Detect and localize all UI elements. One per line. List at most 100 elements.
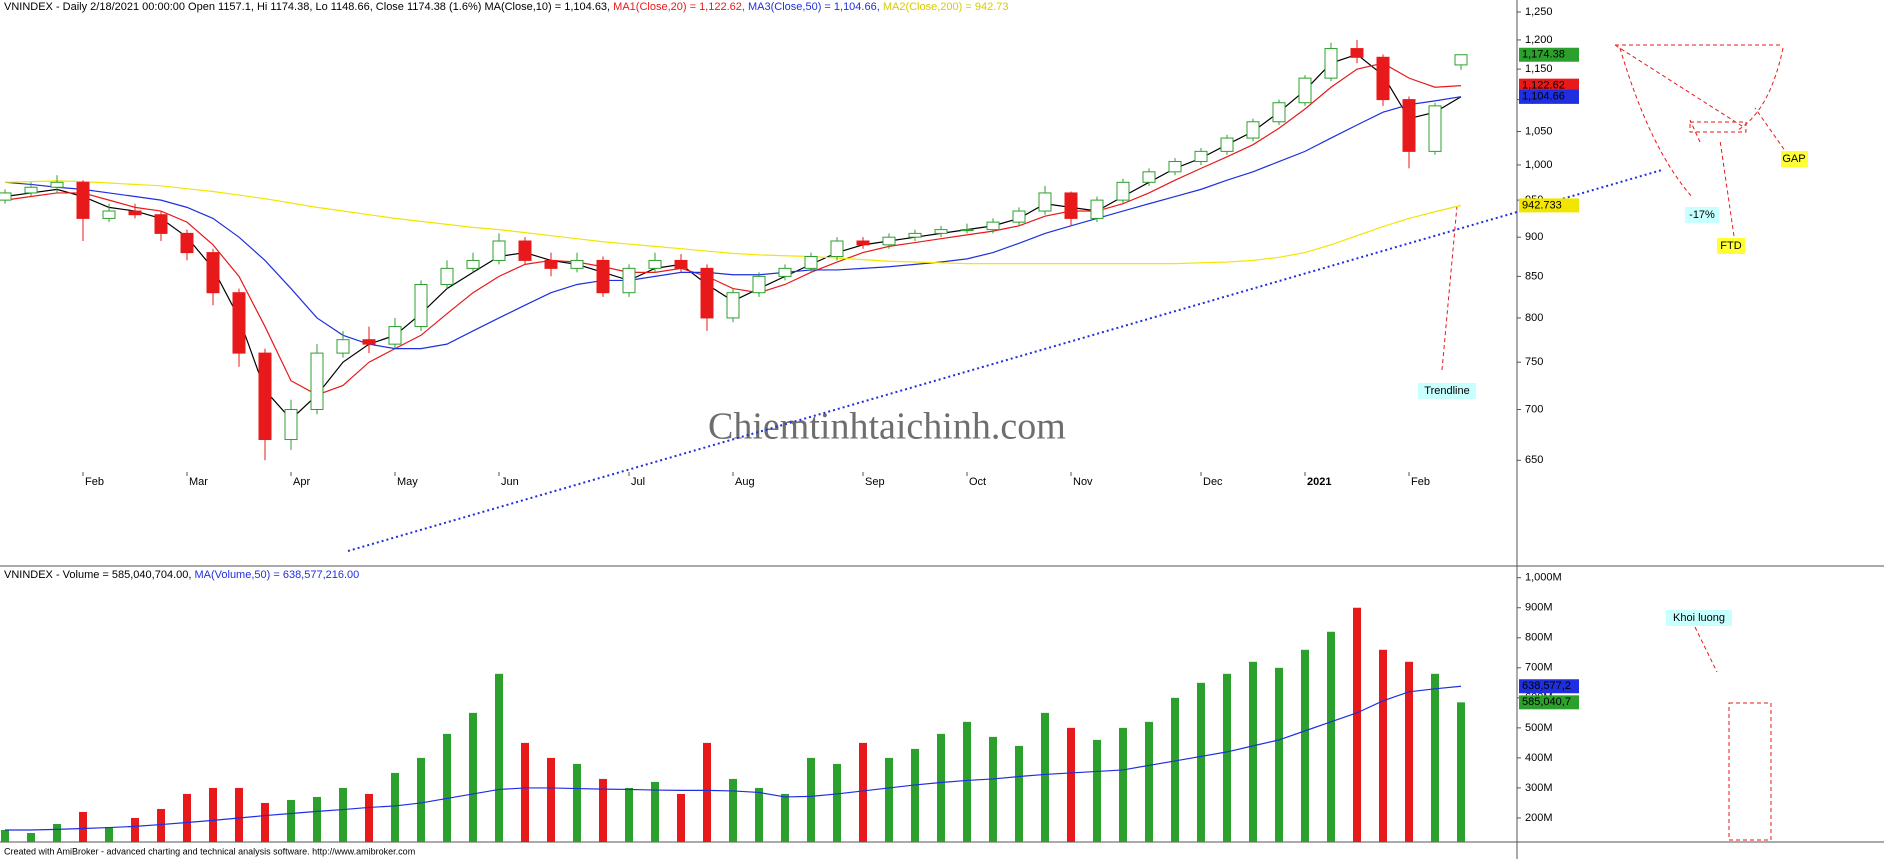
- volume-bar: [1171, 697, 1179, 842]
- volume-bar: [885, 757, 893, 842]
- volume-bar: [911, 748, 919, 842]
- candle-body: [1168, 161, 1182, 173]
- legend-entry: MA(Volume,50) = 638,577,216.00: [194, 569, 359, 581]
- volume-bar: [79, 811, 87, 842]
- candle-body: [180, 232, 194, 254]
- annotation-box: [1781, 151, 1808, 167]
- volume-bar: [53, 823, 61, 842]
- ma-line: [4, 96, 1462, 350]
- candle-body: [596, 259, 610, 294]
- candle-body: [1454, 54, 1468, 66]
- candle-body: [1194, 150, 1208, 163]
- candle-body: [726, 292, 740, 319]
- y-tick-label: 200M: [1525, 812, 1553, 824]
- volume-bar: [313, 796, 321, 842]
- y-tick-label: 800: [1525, 312, 1543, 324]
- candle-body: [830, 240, 844, 258]
- y-tick-label: 900M: [1525, 602, 1553, 614]
- end-label-box: [1519, 679, 1579, 694]
- annotation-arrows: [1441, 44, 1789, 841]
- y-tick-label: 400M: [1525, 752, 1553, 764]
- candle-body: [388, 326, 402, 345]
- y-tick-label: 700: [1525, 403, 1543, 415]
- candle-body: [1428, 105, 1442, 152]
- volume-bar: [261, 802, 269, 842]
- candle-body: [908, 232, 922, 238]
- candle-body: [154, 214, 168, 234]
- x-tick-label: Nov: [1073, 476, 1093, 488]
- volume-bar: [703, 742, 711, 842]
- volume-bar: [599, 778, 607, 842]
- candle-body: [232, 292, 246, 354]
- volume-bar: [287, 799, 295, 842]
- candle-body: [752, 275, 766, 294]
- volume-bar: [131, 817, 139, 842]
- volume-bar: [391, 772, 399, 842]
- volume-bar: [677, 793, 685, 842]
- volume-bar: [339, 787, 347, 842]
- end-label: 1,122.62: [1522, 80, 1565, 92]
- volume-bar: [573, 763, 581, 842]
- candle-body: [1220, 137, 1234, 152]
- candle-body: [1350, 48, 1364, 58]
- volume-bar: [469, 712, 477, 842]
- ma-line: [5, 685, 1462, 831]
- end-label-box: [1519, 47, 1579, 62]
- volume-bar: [859, 742, 867, 842]
- y-tick-label: 800M: [1525, 632, 1553, 644]
- candle-body: [804, 256, 818, 269]
- header: VNINDEX - Daily 2/18/2021 00:00:00 Open …: [4, 1, 1009, 13]
- x-tick-label: May: [397, 476, 418, 488]
- candle-body: [674, 259, 688, 269]
- volume-bar: [1327, 631, 1335, 842]
- annotation-box: [1666, 610, 1732, 626]
- candle-body: [1376, 56, 1390, 101]
- volume-bar: [183, 793, 191, 842]
- candle-body: [986, 221, 1000, 231]
- candle-body: [700, 267, 714, 319]
- x-tick-label: Jul: [631, 476, 645, 488]
- y-tick-label: 1,050: [1525, 125, 1553, 137]
- y-tick-label: 1,150: [1525, 63, 1553, 75]
- volume-bar: [1, 829, 9, 842]
- candle-body: [778, 267, 792, 277]
- y-tick-label: 850: [1525, 270, 1543, 282]
- volume-bar: [807, 757, 815, 842]
- candle-body: [310, 352, 324, 410]
- candle-body: [284, 408, 298, 441]
- candle-body: [206, 252, 220, 294]
- y-tick-label: 750: [1525, 356, 1543, 368]
- candle-body: [258, 352, 272, 441]
- x-tick-label: Mar: [189, 476, 208, 488]
- x-tick-label: Feb: [85, 476, 104, 488]
- volume-bar: [1197, 682, 1205, 842]
- candle-body: [76, 181, 90, 219]
- candle-body: [882, 236, 896, 246]
- end-label: 942.733: [1522, 199, 1562, 211]
- volume-bar: [1275, 667, 1283, 842]
- y-tick-label: 700M: [1525, 662, 1553, 674]
- legend-entry: MA2(Close,200) = 942.73: [883, 1, 1009, 13]
- candle-body: [856, 240, 870, 246]
- volume-bar: [963, 721, 971, 842]
- volume-bar: [105, 826, 113, 842]
- trendline: [347, 169, 1663, 552]
- candle-body: [362, 339, 376, 345]
- candle-body: [1142, 171, 1156, 183]
- volume-bar: [1119, 727, 1127, 842]
- candle-body: [102, 210, 116, 219]
- end-label: 1,104.66: [1522, 91, 1565, 103]
- volume-bar: [157, 808, 165, 842]
- candle-body: [336, 339, 350, 354]
- candle-body: [1012, 210, 1026, 223]
- volume-bar: [1379, 649, 1387, 842]
- y-tick-label: 650: [1525, 454, 1543, 466]
- volume-bar: [1457, 702, 1465, 842]
- candle-body: [518, 240, 532, 261]
- volume-bar: [1249, 661, 1257, 842]
- legend-entry: MA(Close,10) = 1,104.63,: [484, 1, 613, 13]
- volume-bar: [1223, 673, 1231, 842]
- volume-bar: [1301, 649, 1309, 842]
- candle-body: [492, 240, 506, 261]
- candle-body: [24, 186, 38, 194]
